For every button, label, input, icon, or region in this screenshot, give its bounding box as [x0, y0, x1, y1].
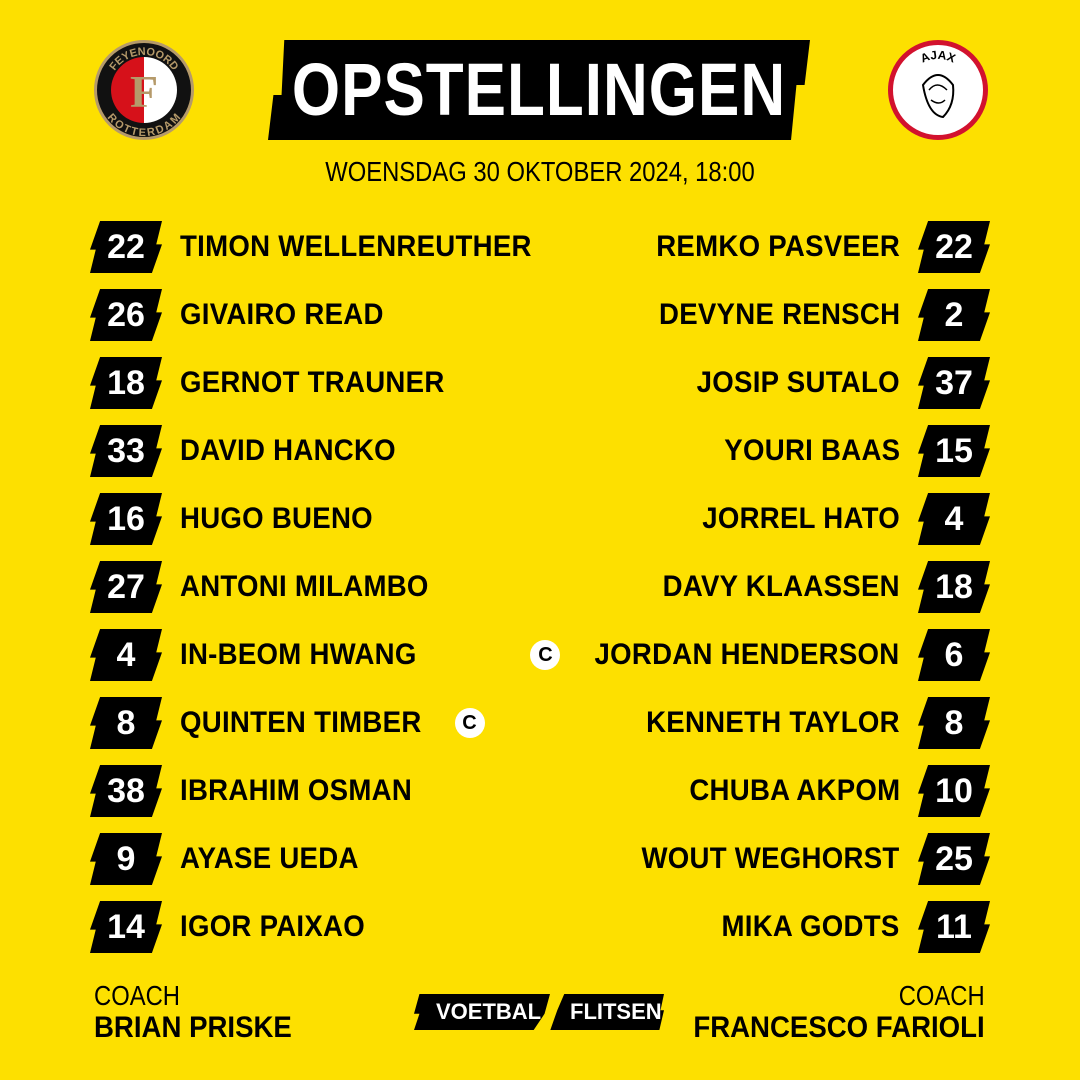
- player-name: GERNOT TRAUNER: [180, 366, 445, 399]
- shirt-number: 27: [90, 561, 162, 613]
- home-player-row: 16 HUGO BUENO: [90, 493, 408, 545]
- shirt-number: 22: [90, 221, 162, 273]
- match-date: WOENSDAG 30 OKTOBER 2024, 18:00: [325, 156, 755, 187]
- shirt-number: 37: [918, 357, 990, 409]
- shirt-number: 2: [918, 289, 990, 341]
- player-name: QUINTEN TIMBER: [180, 706, 422, 739]
- player-name: IBRAHIM OSMAN: [180, 774, 413, 807]
- player-name: ANTONI MILAMBO: [180, 570, 429, 603]
- player-name: CHUBA AKPOM: [688, 774, 900, 807]
- player-name: MIKA GODTS: [721, 910, 900, 943]
- player-name: DEVYNE RENSCH: [658, 298, 900, 331]
- player-name: JORDAN HENDERSON: [595, 638, 900, 671]
- away-player-row: 10 CHUBA AKPOM: [653, 765, 990, 817]
- away-player-row: 11 MIKA GODTS: [688, 901, 990, 953]
- shirt-number: 9: [90, 833, 162, 885]
- coach-label: COACH: [899, 980, 985, 1011]
- captain-icon: C: [530, 640, 561, 670]
- player-name: AYASE UEDA: [180, 842, 359, 875]
- shirt-number: 26: [90, 289, 162, 341]
- brand-part-1: VOETBAL: [414, 994, 550, 1030]
- player-name: TIMON WELLENREUTHER: [180, 230, 532, 263]
- shirt-number: 18: [918, 561, 990, 613]
- player-name: DAVY KLAASSEN: [662, 570, 900, 603]
- shirt-number: 15: [918, 425, 990, 477]
- shirt-number: 16: [90, 493, 162, 545]
- coach-name: BRIAN PRISKE: [94, 1011, 292, 1044]
- shirt-number: 33: [90, 425, 162, 477]
- shirt-number: 4: [90, 629, 162, 681]
- player-name: IN-BEOM HWANG: [180, 638, 417, 671]
- away-player-row: 15 YOURI BAAS: [691, 425, 990, 477]
- away-player-row: 8 KENNETH TAYLOR: [606, 697, 990, 749]
- home-player-row: 18 GERNOT TRAUNER: [90, 357, 486, 409]
- player-name: KENNETH TAYLOR: [646, 706, 900, 739]
- coach-label: COACH: [94, 980, 180, 1011]
- captain-icon: C: [454, 708, 485, 738]
- away-player-row: 2 DEVYNE RENSCH: [620, 289, 990, 341]
- player-name: YOURI BAAS: [723, 434, 900, 467]
- shirt-number: 14: [90, 901, 162, 953]
- brand-part-2: FLITSEN: [550, 994, 664, 1030]
- shirt-number: 6: [918, 629, 990, 681]
- player-name: JOSIP SUTALO: [696, 366, 900, 399]
- away-coach: COACH FRANCESCO FARIOLI: [668, 980, 985, 1044]
- player-name: DAVID HANCKO: [180, 434, 396, 467]
- shirt-number: 8: [918, 697, 990, 749]
- shirt-number: 25: [918, 833, 990, 885]
- ajax-logo: AJAX: [888, 40, 988, 140]
- shirt-number: 11: [918, 901, 990, 953]
- away-player-row: 4 JORREL HATO: [667, 493, 990, 545]
- home-player-row: 33 DAVID HANCKO: [90, 425, 433, 477]
- away-player-row: 22 REMKO PASVEER: [617, 221, 990, 273]
- away-player-row: 25 WOUT WEGHORST: [601, 833, 990, 885]
- shirt-number: 18: [90, 357, 162, 409]
- player-name: GIVAIRO READ: [180, 298, 384, 331]
- shirt-number: 38: [90, 765, 162, 817]
- home-coach: COACH BRIAN PRISKE: [94, 980, 309, 1044]
- shirt-number: 8: [90, 697, 162, 749]
- title-banner: OPSTELLINGEN: [268, 40, 810, 140]
- away-player-row: 6 JORDAN HENDERSON C: [530, 629, 990, 681]
- coach-name: FRANCESCO FARIOLI: [693, 1011, 985, 1044]
- player-name: JORREL HATO: [702, 502, 900, 535]
- player-name: REMKO PASVEER: [656, 230, 900, 263]
- away-player-row: 37 JOSIP SUTALO: [661, 357, 990, 409]
- player-name: HUGO BUENO: [180, 502, 373, 535]
- voetbalflitsen-logo: VOETBAL FLITSEN: [414, 994, 664, 1030]
- shirt-number: 10: [918, 765, 990, 817]
- feyenoord-logo: FEYENOORD ROTTERDAM F: [94, 40, 194, 140]
- page-title: OPSTELLINGEN: [291, 48, 787, 132]
- player-name: IGOR PAIXAO: [180, 910, 366, 943]
- home-player-row: 14 IGOR PAIXAO: [90, 901, 399, 953]
- home-player-row: 9 AYASE UEDA: [90, 833, 392, 885]
- player-name: WOUT WEGHORST: [641, 842, 900, 875]
- shirt-number: 4: [918, 493, 990, 545]
- home-player-row: 38 IBRAHIM OSMAN: [90, 765, 450, 817]
- shirt-number: 22: [918, 221, 990, 273]
- home-player-row: 27 ANTONI MILAMBO: [90, 561, 468, 613]
- svg-text:AJAX: AJAX: [918, 48, 957, 66]
- home-player-row: 8 QUINTEN TIMBER C: [90, 697, 485, 749]
- home-player-row: 26 GIVAIRO READ: [90, 289, 419, 341]
- home-player-row: 4 IN-BEOM HWANG: [90, 629, 455, 681]
- away-player-row: 18 DAVY KLAASSEN: [624, 561, 990, 613]
- home-player-row: 22 TIMON WELLENREUTHER: [90, 221, 580, 273]
